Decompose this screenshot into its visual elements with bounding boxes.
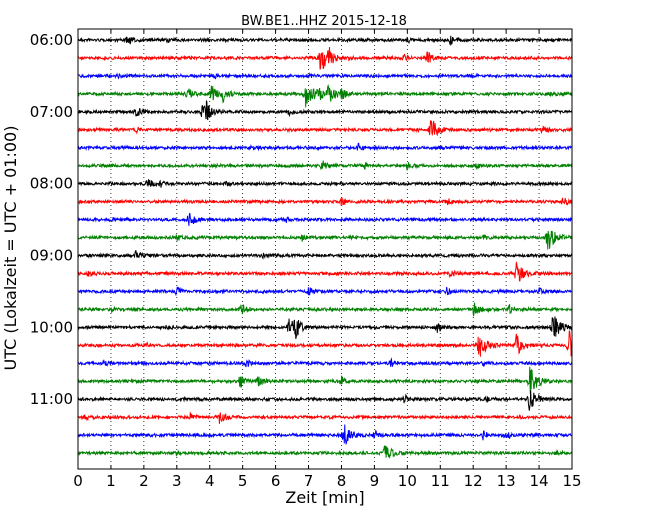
seismic-trace-1045 <box>77 366 573 394</box>
trace-layer <box>77 35 573 459</box>
y-tick-label: 06:00 <box>30 31 73 49</box>
seismic-trace-0945 <box>77 302 573 317</box>
x-tick-label: 7 <box>304 472 314 490</box>
x-tick-label: 6 <box>271 472 281 490</box>
seismic-trace-1145 <box>77 445 573 459</box>
seismic-trace-0645 <box>77 83 573 108</box>
x-tick-label: 12 <box>464 472 483 490</box>
seismic-trace-0730 <box>77 142 573 152</box>
seismic-trace-0745 <box>77 160 573 171</box>
seismic-trace-1115 <box>77 411 573 424</box>
x-tick-label: 4 <box>205 472 215 490</box>
x-tick-label: 13 <box>497 472 516 490</box>
seismic-trace-1015 <box>77 330 573 357</box>
axis-layer: 0 1 2 3 4 5 6 7 8 9 10 11 12 13 14 1506:0007:0008:0009:… <box>30 29 582 490</box>
seismic-trace-0845 <box>77 230 573 250</box>
y-tick-label: 09:00 <box>30 247 73 265</box>
plot-frame <box>77 28 573 470</box>
seismic-trace-1130 <box>77 424 573 446</box>
y-axis-label: UTC (Lokalzeit = UTC + 01:00) <box>1 126 20 371</box>
x-tick-label: 3 <box>172 472 182 490</box>
x-tick-label: 9 <box>370 472 380 490</box>
seismic-trace-0930 <box>77 286 573 297</box>
x-tick-label: 0 <box>73 472 83 490</box>
seismic-trace-1030 <box>77 357 573 368</box>
x-tick-label: 14 <box>530 472 549 490</box>
x-tick-label: 11 <box>431 472 450 490</box>
seismic-trace-0915 <box>77 260 573 282</box>
x-axis-label: Zeit [min] <box>285 488 364 507</box>
seismic-trace-0830 <box>77 212 573 226</box>
x-tick-label: 8 <box>337 472 347 490</box>
seismic-trace-1100 <box>77 390 573 411</box>
x-tick-label: 10 <box>398 472 417 490</box>
chart-title: BW.BE1..HHZ 2015-12-18 <box>241 14 407 29</box>
grid-layer <box>110 29 540 469</box>
seismic-trace-0900 <box>77 250 573 260</box>
seismic-trace-0815 <box>77 197 573 206</box>
seismic-trace-0615 <box>77 46 573 70</box>
seismic-trace-0700 <box>77 100 573 121</box>
y-tick-label: 07:00 <box>30 103 73 121</box>
x-tick-label: 5 <box>238 472 248 490</box>
y-tick-label: 08:00 <box>30 175 73 193</box>
seismic-trace-0715 <box>77 120 573 137</box>
seismic-trace-0630 <box>77 71 573 80</box>
x-tick-label: 1 <box>106 472 116 490</box>
y-tick-label: 11:00 <box>30 390 73 408</box>
seismic-trace-0800 <box>77 179 573 188</box>
y-tick-label: 10:00 <box>30 318 73 336</box>
x-tick-label: 2 <box>139 472 149 490</box>
x-tick-label: 15 <box>562 472 581 490</box>
seismic-trace-0600 <box>77 35 573 47</box>
seismic-trace-1000 <box>77 316 573 339</box>
